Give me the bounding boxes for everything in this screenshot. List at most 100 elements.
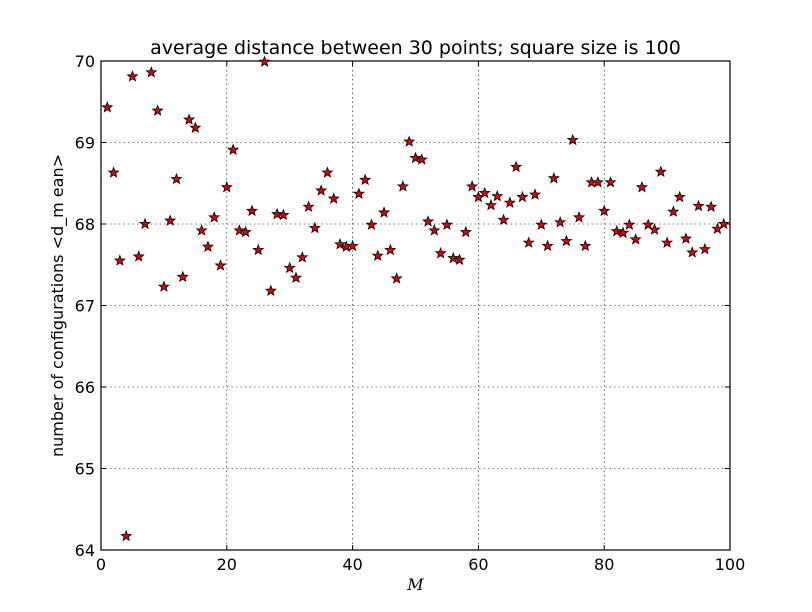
- data-point: [679, 232, 692, 244]
- data-point: [648, 223, 661, 235]
- data-point: [239, 225, 252, 238]
- x-tick-label: 80: [594, 555, 614, 574]
- grid-lines: [100, 60, 731, 551]
- data-point: [315, 184, 328, 196]
- data-point: [717, 217, 730, 230]
- data-point: [484, 198, 498, 211]
- data-point: [346, 239, 359, 252]
- data-point: [220, 180, 233, 193]
- plot-area: [100, 60, 731, 551]
- data-point: [610, 225, 623, 237]
- data-point: [170, 172, 183, 185]
- data-point: [145, 66, 158, 78]
- x-tick-label: 40: [342, 555, 362, 574]
- y-axis: 64 65 66 67 68 69 70: [75, 52, 730, 560]
- data-point: [459, 225, 472, 238]
- data-point: [528, 188, 542, 200]
- data-point: [252, 243, 265, 256]
- data-point: [535, 218, 548, 230]
- data-point: [371, 249, 384, 261]
- data-point: [151, 104, 164, 116]
- data-point: [396, 180, 409, 192]
- data-point: [327, 192, 340, 204]
- y-axis-label: number of configurations <d_m ean>: [48, 154, 68, 457]
- data-point: [403, 135, 416, 147]
- data-point: [617, 226, 630, 239]
- y-tick-label: 65: [75, 460, 95, 479]
- data-point: [573, 211, 586, 223]
- y-tick-label: 69: [75, 134, 95, 153]
- data-point: [107, 166, 120, 178]
- data-point: [453, 253, 466, 265]
- data-point: [352, 187, 365, 199]
- data-point: [478, 186, 491, 199]
- data-point: [598, 204, 611, 217]
- data-point: [415, 153, 428, 165]
- data-point: [591, 176, 604, 188]
- data-point: [157, 280, 170, 292]
- data-point: [705, 200, 718, 213]
- data-point: [447, 251, 460, 264]
- data-point: [554, 216, 567, 228]
- data-point: [139, 217, 152, 230]
- data-point: [359, 173, 372, 186]
- data-point: [289, 271, 303, 283]
- data-points: [101, 55, 730, 542]
- x-axis-label: M: [406, 575, 424, 594]
- data-point: [522, 236, 535, 248]
- x-tick-label: 100: [715, 555, 746, 574]
- data-point: [333, 238, 347, 250]
- x-axis: 0 20 40 60 80 100: [96, 61, 745, 574]
- data-point: [283, 261, 296, 274]
- data-point: [195, 224, 208, 236]
- data-point: [227, 143, 240, 155]
- data-point: [654, 165, 667, 177]
- data-point: [547, 172, 560, 184]
- data-point: [566, 133, 579, 146]
- y-tick-label: 68: [75, 215, 95, 234]
- data-point: [692, 199, 705, 212]
- data-point: [541, 239, 554, 252]
- data-point: [698, 242, 711, 255]
- data-point: [277, 208, 290, 221]
- y-tick-label: 64: [75, 541, 95, 560]
- data-point: [661, 236, 674, 248]
- data-point: [164, 214, 177, 226]
- data-point: [296, 251, 309, 263]
- chart-title: average distance between 30 points; squa…: [150, 37, 681, 59]
- data-point: [321, 166, 334, 178]
- data-point: [579, 239, 592, 252]
- data-point: [120, 529, 133, 542]
- data-point: [189, 121, 202, 133]
- data-point: [623, 218, 636, 230]
- data-point: [258, 55, 271, 67]
- data-point: [667, 205, 680, 217]
- data-point: [629, 233, 642, 245]
- data-point: [183, 113, 196, 125]
- y-tick-label: 70: [75, 52, 95, 71]
- data-point: [491, 189, 504, 202]
- data-point: [422, 215, 435, 227]
- data-point: [302, 200, 315, 213]
- x-tick-label: 20: [217, 555, 237, 574]
- data-point: [264, 284, 277, 296]
- data-point: [365, 218, 378, 230]
- data-point: [635, 180, 648, 193]
- data-point: [510, 160, 523, 173]
- data-point: [686, 246, 699, 258]
- data-point: [101, 101, 114, 113]
- data-point: [642, 218, 655, 230]
- x-tick-label: 60: [468, 555, 488, 574]
- data-point: [378, 206, 391, 218]
- data-point: [503, 196, 516, 208]
- data-point: [208, 211, 221, 223]
- data-point: [233, 224, 246, 236]
- data-point: [466, 180, 479, 192]
- data-point: [132, 250, 145, 262]
- data-point: [428, 224, 441, 236]
- data-point: [604, 176, 617, 188]
- data-point: [434, 247, 447, 259]
- data-point: [245, 204, 258, 217]
- data-point: [497, 213, 510, 226]
